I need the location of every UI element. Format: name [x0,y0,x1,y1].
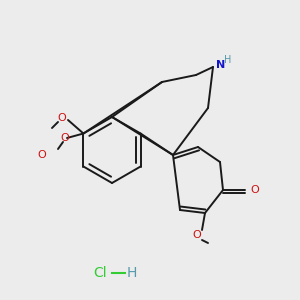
Text: O: O [58,113,66,123]
Text: H: H [127,266,137,280]
Text: O: O [193,230,201,240]
Text: N: N [216,60,225,70]
Text: Cl: Cl [93,266,107,280]
Text: H: H [224,55,231,65]
Text: O: O [37,150,46,160]
Text: O: O [250,185,259,195]
Text: O: O [61,133,69,143]
